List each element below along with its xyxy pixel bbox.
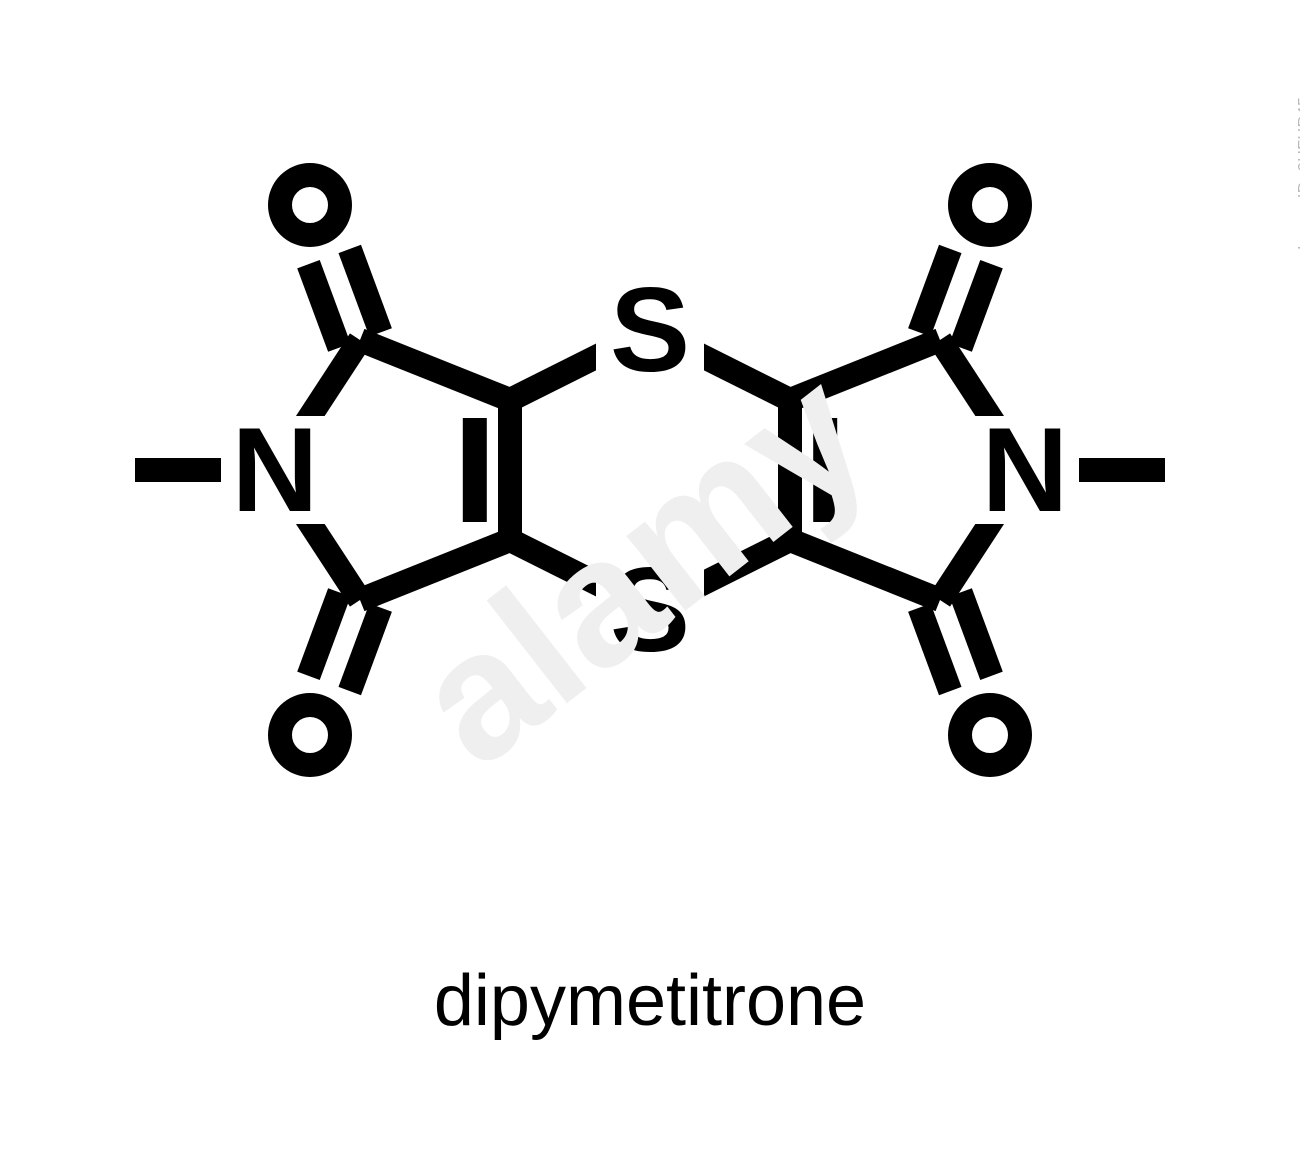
svg-text:S: S <box>610 543 690 677</box>
watermark-id: Image ID: 2HFHR45 www.alamy.com <box>1296 97 1300 250</box>
figure-container: SSNN dipymetitrone alamy Image ID: 2HFHR… <box>0 0 1300 1157</box>
svg-text:N: N <box>982 403 1069 537</box>
watermark-id-line1: Image ID: 2HFHR45 www.alamy.com <box>1296 97 1300 250</box>
svg-text:S: S <box>610 263 690 397</box>
svg-text:N: N <box>232 403 319 537</box>
molecule-diagram: S S N N <box>0 0 1300 900</box>
compound-name-caption: dipymetitrone <box>0 960 1300 1042</box>
